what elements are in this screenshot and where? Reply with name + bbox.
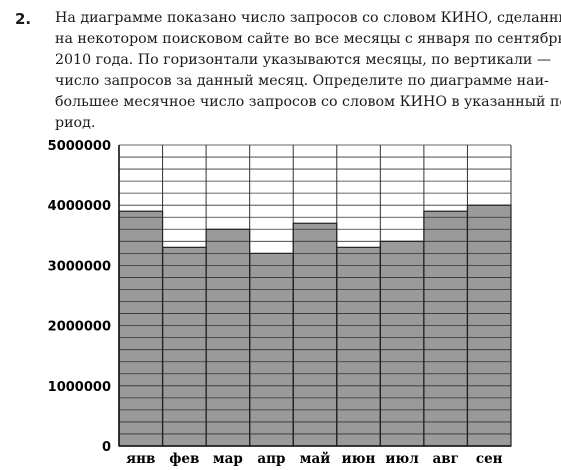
x-tick-label: июн <box>342 451 376 467</box>
x-tick-label: апр <box>257 451 285 467</box>
bar <box>423 211 468 446</box>
y-tick-label: 3000000 <box>48 259 111 274</box>
bar <box>380 241 424 446</box>
problem-number: 2. <box>15 10 32 28</box>
x-tick-label: фев <box>169 451 199 467</box>
x-tick-label: авг <box>432 451 458 467</box>
y-tick-label: 2000000 <box>48 320 111 335</box>
problem-line: на некотором поисковом сайте во все меся… <box>55 31 561 47</box>
bar <box>293 223 337 446</box>
x-tick-label: сен <box>476 451 503 467</box>
x-tick-label: май <box>300 451 331 467</box>
problem-line: риод. <box>55 115 96 131</box>
problem-line: 2010 года. По горизонтали указываются ме… <box>55 52 552 68</box>
problem-line: На диаграмме показано число запросов со … <box>55 10 561 26</box>
y-tick-label: 1000000 <box>48 380 111 395</box>
bar <box>162 247 207 446</box>
bar <box>119 211 163 446</box>
problem-line: большее месячное число запросов со слово… <box>55 94 561 110</box>
x-tick-label: июл <box>385 451 419 467</box>
problem-text: На диаграмме показано число запросов со … <box>55 8 561 134</box>
x-tick-label: янв <box>126 451 155 467</box>
bar <box>336 247 381 446</box>
y-tick-label: 4000000 <box>48 199 111 214</box>
x-tick-label: мар <box>213 451 243 467</box>
y-tick-label: 5000000 <box>48 139 111 154</box>
problem-line: число запросов за данный месяц. Определи… <box>55 73 549 89</box>
y-tick-label: 0 <box>102 440 111 455</box>
